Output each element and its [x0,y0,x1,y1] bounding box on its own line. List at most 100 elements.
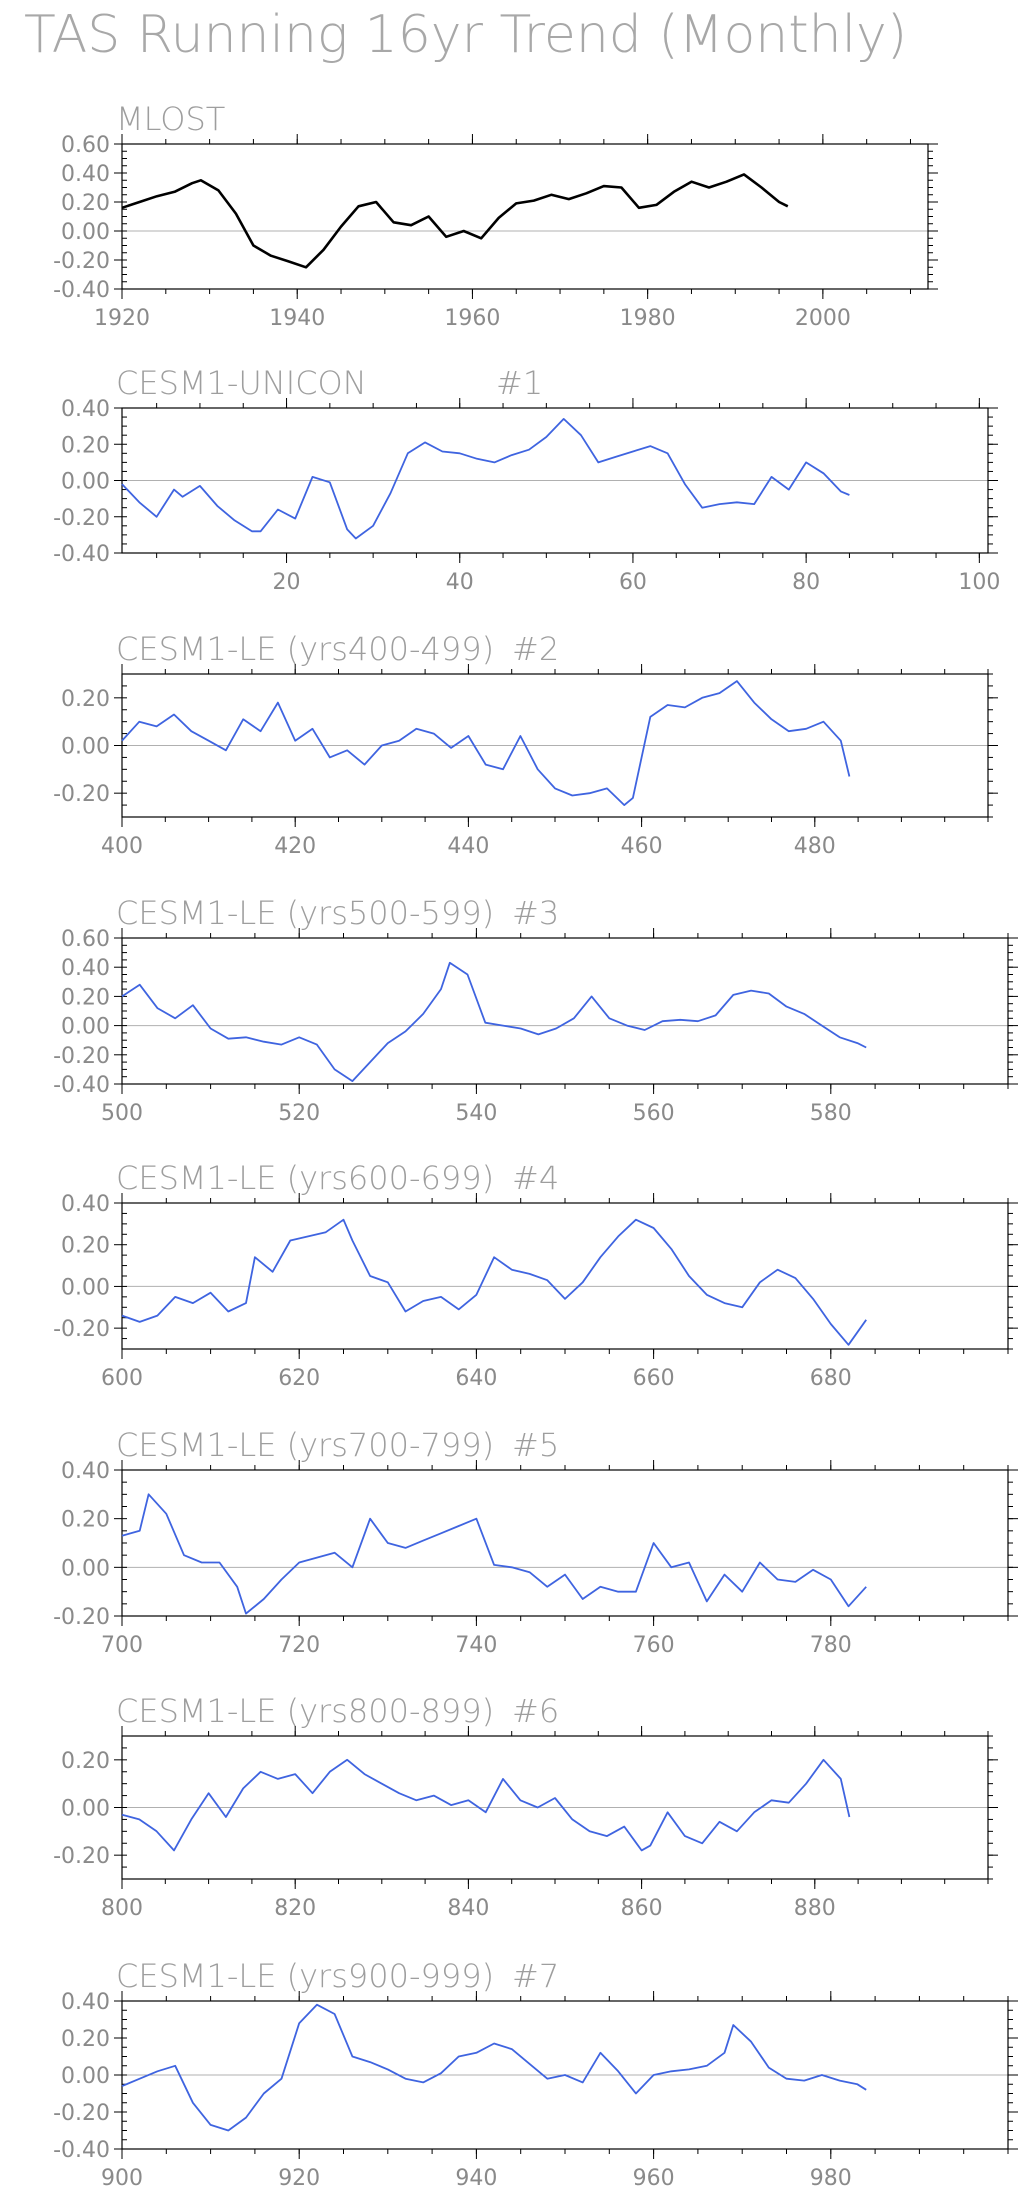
y-tick-label: 0.20 [61,2027,110,2052]
panel-title: CESM1-LE (yrs700-799) [116,1426,494,1464]
panels: MLOST -0.40 -0.20 0.00 0.20 0.40 0.60 1920 1940 1… [53,100,1018,2191]
series-line [121,417,850,540]
x-tick-label: 80 [792,570,820,595]
series-line [121,1758,851,1852]
y-tick-label: 0.00 [61,220,110,245]
y-tick-label: -0.40 [53,1073,110,1098]
y-tick-label: -0.20 [53,506,110,531]
x-tick-label: 1940 [269,306,325,331]
x-tick-label: 900 [101,2166,143,2191]
x-tick-label: 680 [810,1366,852,1391]
series-line [121,680,851,806]
panel-5: CESM1-LE (yrs600-699) #4 -0.20 0.00 0.20 0.40… [53,1159,1018,1391]
y-tick-label: 0.00 [61,1797,110,1822]
figure-title: TAS Running 16yr Trend (Monthly) [24,5,907,65]
y-tick-label: 0.40 [61,1192,110,1217]
x-tick-label: 880 [794,1896,836,1921]
x-tick-label: 940 [455,2166,497,2191]
series-line [121,173,789,269]
y-tick-label: 0.20 [61,687,110,712]
x-tick-label: 540 [455,1101,497,1126]
y-tick-label: -0.40 [53,2138,110,2163]
plot-frame [121,143,929,290]
x-tick-label: 60 [619,570,647,595]
plot-frame [121,1202,1009,1350]
panel-7: CESM1-LE (yrs800-899) #6 -0.20 0.00 0.20 800 8… [53,1692,998,1921]
y-tick-label: 0.00 [61,1556,110,1581]
run-label: #5 [512,1426,559,1464]
y-tick-label: 0.40 [61,397,110,422]
x-tick-label: 420 [274,834,316,859]
y-tick-label: -0.40 [53,278,110,303]
panel-title: CESM1-LE (yrs900-999) [116,1957,494,1995]
x-tick-label: 460 [621,834,663,859]
x-tick-label: 800 [101,1896,143,1921]
x-tick-label: 1980 [620,306,676,331]
series-line [121,1218,867,1346]
y-tick-label: 0.00 [61,1015,110,1040]
x-tick-label: 840 [447,1896,489,1921]
panel-3: CESM1-LE (yrs400-499) #2 -0.20 0.00 0.20 400 4… [53,630,998,859]
x-tick-label: 400 [101,834,143,859]
x-tick-label: 740 [455,1633,497,1658]
y-tick-label: 0.20 [61,1508,110,1533]
panel-title: CESM1-LE (yrs800-899) [116,1692,494,1730]
y-tick-label: 0.00 [61,2064,110,2089]
x-tick-label: 760 [633,1633,675,1658]
panel-title: CESM1-LE (yrs500-599) [116,894,494,932]
y-tick-label: 0.40 [61,1459,110,1484]
x-tick-label: 960 [633,2166,675,2191]
y-tick-label: 0.00 [61,735,110,760]
panel-6: CESM1-LE (yrs700-799) #5 -0.20 0.00 0.20 0.40… [53,1426,1018,1658]
y-tick-label: -0.20 [53,249,110,274]
panel-title: CESM1-UNICON [116,364,367,402]
x-tick-label: 600 [101,1366,143,1391]
series-line [121,961,867,1082]
panel-title: MLOST [116,100,225,138]
x-tick-label: 820 [274,1896,316,1921]
panel-title: CESM1-LE (yrs400-499) [116,630,494,668]
x-tick-label: 700 [101,1633,143,1658]
plot-frame [121,673,989,818]
x-tick-label: 980 [810,2166,852,2191]
run-label: #1 [496,364,543,402]
x-tick-label: 1920 [94,306,150,331]
y-tick-label: 0.20 [61,985,110,1010]
x-tick-label: 860 [621,1896,663,1921]
y-tick-label: 0.20 [61,1749,110,1774]
y-tick-label: 0.20 [61,433,110,458]
x-tick-label: 100 [958,570,1000,595]
y-tick-label: 0.40 [61,162,110,187]
y-tick-label: 0.00 [61,470,110,495]
x-tick-label: 1960 [444,306,500,331]
plot-frame [121,937,1009,1085]
run-label: #2 [512,630,559,668]
x-tick-label: 780 [810,1633,852,1658]
plot-frame [121,1735,989,1880]
x-tick-label: 920 [278,2166,320,2191]
x-tick-label: 640 [455,1366,497,1391]
plot-frame [121,407,989,554]
x-tick-label: 720 [278,1633,320,1658]
x-tick-label: 2000 [795,306,851,331]
y-tick-label: -0.20 [53,1044,110,1069]
plot-frame [121,2000,1009,2150]
y-tick-label: -0.20 [53,782,110,807]
y-tick-label: -0.20 [53,2101,110,2126]
x-tick-label: 440 [447,834,489,859]
y-tick-label: -0.40 [53,542,110,567]
y-tick-label: -0.20 [53,1605,110,1630]
y-tick-label: 0.40 [61,1990,110,2015]
panel-title: CESM1-LE (yrs600-699) [116,1159,494,1197]
y-tick-label: 0.40 [61,956,110,981]
run-label: #3 [512,894,559,932]
panel-2: CESM1-UNICON #1 -0.40 -0.20 0.00 0.20 0.40 20 40… [53,364,1000,595]
panel-4: CESM1-LE (yrs500-599) #3 -0.40 -0.20 0.00 0.2… [53,894,1018,1126]
y-tick-label: 0.60 [61,133,110,158]
x-tick-label: 560 [633,1101,675,1126]
y-tick-label: 0.20 [61,191,110,216]
panel-8: CESM1-LE (yrs900-999) #7 -0.40 -0.20 0.00 0.2… [53,1957,1018,2191]
run-label: #6 [512,1692,559,1730]
y-tick-label: 0.60 [61,927,110,952]
